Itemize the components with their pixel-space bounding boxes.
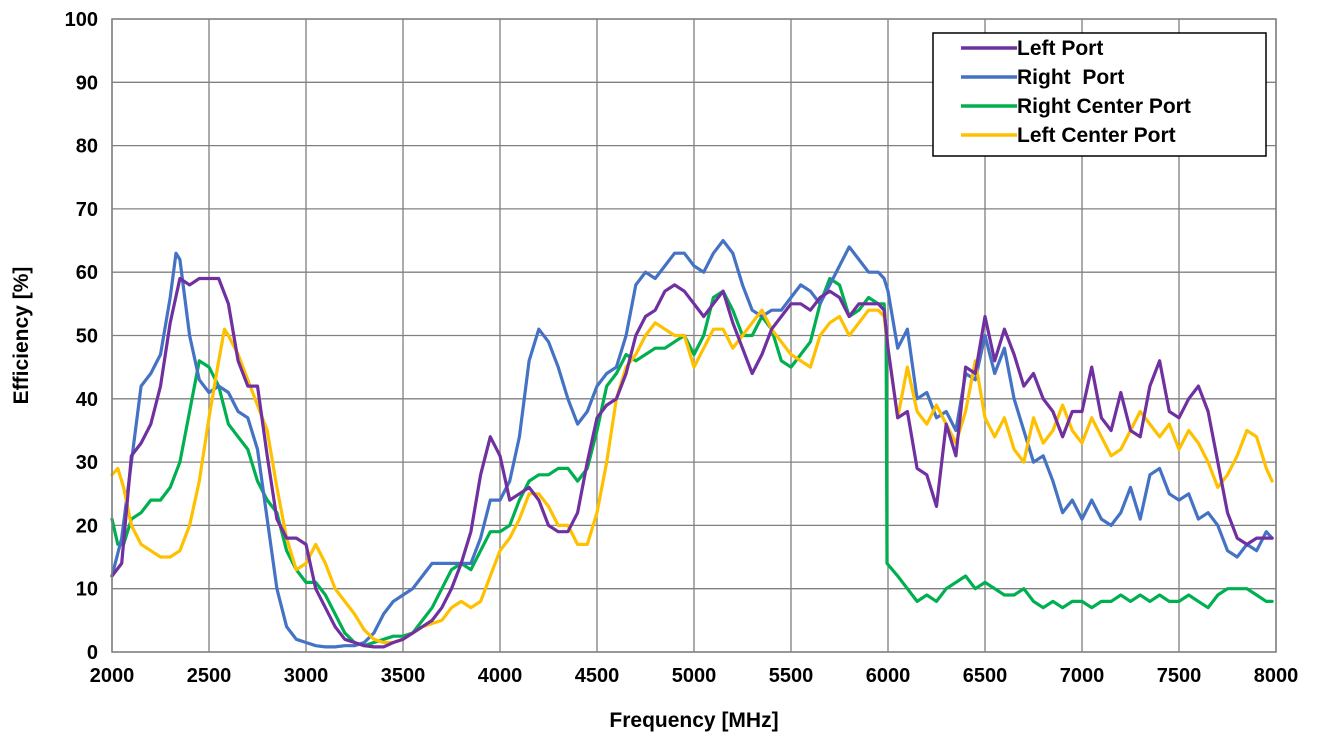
plot-area-frame xyxy=(111,18,1277,653)
series-lines xyxy=(110,239,1274,649)
x-tick-label: 2500 xyxy=(187,665,232,687)
y-tick-label: 20 xyxy=(76,515,98,537)
x-tick-label: 4000 xyxy=(478,665,523,687)
legend: Left Port Right Port Right Center Port Left… xyxy=(932,32,1267,157)
x-axis-ticks: 2000 2500 3000 3500 4000 4500 5000 5500 6000 6500… xyxy=(90,665,1299,687)
y-tick-label: 0 xyxy=(87,642,98,664)
x-axis-title: Frequency [MHz] xyxy=(609,709,778,732)
legend-label: Right Center Port xyxy=(1017,95,1191,118)
legend-label: Right Port xyxy=(1017,66,1124,89)
series-line-2 xyxy=(110,276,1274,648)
y-tick-label: 50 xyxy=(76,326,98,348)
series-line-0 xyxy=(110,276,1274,649)
x-tick-label: 3500 xyxy=(381,665,426,687)
x-tick-label: 2000 xyxy=(90,665,135,687)
y-tick-label: 70 xyxy=(76,199,98,221)
series-line-3 xyxy=(110,308,1274,645)
x-tick-label: 4500 xyxy=(575,665,620,687)
x-tick-label: 3000 xyxy=(284,665,329,687)
x-tick-label: 6000 xyxy=(866,665,911,687)
x-tick-label: 5500 xyxy=(769,665,814,687)
y-tick-label: 60 xyxy=(76,262,98,284)
legend-label: Left Center Port xyxy=(1017,124,1176,147)
y-tick-label: 30 xyxy=(76,452,98,474)
x-tick-label: 5000 xyxy=(672,665,717,687)
y-tick-label: 90 xyxy=(76,72,98,94)
y-tick-label: 40 xyxy=(76,389,98,411)
y-tick-label: 10 xyxy=(76,579,98,601)
x-tick-label: 6500 xyxy=(963,665,1008,687)
y-tick-label: 80 xyxy=(76,136,98,158)
x-tick-label: 7500 xyxy=(1157,665,1202,687)
y-axis-title: Efficiency [%] xyxy=(10,267,33,405)
series-line-1 xyxy=(110,239,1274,649)
x-tick-label: 8000 xyxy=(1254,665,1299,687)
y-tick-label: 100 xyxy=(65,9,98,31)
legend-label: Left Port xyxy=(1017,37,1103,60)
y-axis-ticks: 0 10 20 30 40 50 60 70 80 90 100 xyxy=(65,9,98,664)
x-tick-label: 7000 xyxy=(1060,665,1105,687)
